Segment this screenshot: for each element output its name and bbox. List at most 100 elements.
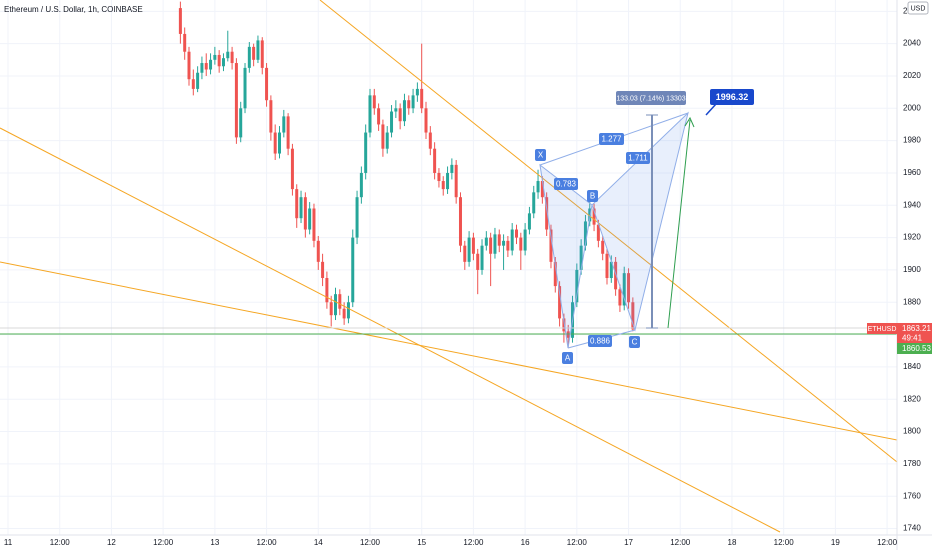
candle-body	[433, 148, 437, 173]
y-tick-label: 1800	[903, 427, 921, 436]
candle-body	[458, 197, 462, 246]
candle-body	[454, 164, 458, 198]
candle-body	[411, 95, 415, 109]
candle-body	[428, 132, 432, 149]
currency-label: USD	[911, 5, 926, 12]
point-label: A	[565, 354, 571, 363]
candle-body	[234, 63, 238, 138]
candle-body	[614, 261, 618, 290]
candle-body	[545, 197, 549, 230]
x-tick-label: 15	[417, 538, 426, 547]
candle-body	[342, 308, 346, 319]
candle-body	[385, 132, 389, 149]
candle-body	[562, 318, 566, 332]
candle-body	[282, 116, 286, 133]
ratio-box	[626, 152, 650, 164]
candle-body	[523, 229, 527, 251]
candle-body	[230, 51, 234, 64]
point-box	[562, 352, 573, 364]
candle-body	[424, 108, 428, 133]
candle-body	[540, 181, 544, 198]
x-tick-label: 12:00	[153, 538, 174, 547]
candle-body	[549, 229, 553, 262]
ratio-label: 0.886	[590, 337, 611, 346]
candle-body	[303, 197, 307, 230]
candle-body	[601, 240, 605, 254]
candle-body	[295, 189, 299, 219]
candle-body	[467, 237, 471, 262]
candle-body	[605, 253, 609, 279]
candle-body	[351, 237, 355, 303]
candle-body	[579, 245, 583, 270]
candle-body	[566, 331, 570, 338]
candle-body	[217, 54, 221, 67]
candle-body	[221, 58, 225, 67]
candle-body	[334, 294, 338, 316]
x-tick-label: 12:00	[774, 538, 795, 547]
candle-body	[609, 261, 613, 279]
y-tick-label: 2040	[903, 39, 921, 48]
point-label: C	[632, 338, 638, 347]
candle-body	[480, 245, 484, 270]
candle-body	[519, 237, 523, 251]
y-tick-label: 1740	[903, 524, 921, 533]
point-label: X	[538, 151, 544, 160]
target-box	[710, 89, 754, 105]
candle-body	[627, 273, 631, 303]
candle-body	[618, 289, 622, 306]
candle-body	[558, 286, 562, 319]
target-arrow-head	[684, 116, 695, 128]
point-label: B	[590, 192, 595, 201]
candle-body	[583, 221, 587, 246]
candle-body	[364, 132, 368, 173]
candle-body	[415, 88, 419, 96]
trend-line	[319, 0, 898, 463]
candle-body	[532, 192, 536, 214]
candle-body	[286, 116, 290, 149]
symbol-box	[867, 323, 897, 334]
candle-body	[402, 100, 406, 122]
target-label: 1996.32	[716, 92, 749, 102]
candle-body	[437, 172, 441, 182]
candle-body	[359, 172, 363, 198]
candle-body	[441, 181, 445, 190]
candle-body	[484, 237, 488, 246]
candle-body	[575, 269, 579, 303]
candle-body	[489, 237, 493, 254]
candle-body	[377, 108, 381, 125]
y-tick-label: 1980	[903, 136, 921, 145]
y-tick-label: 1900	[903, 265, 921, 274]
symbol-label: ETHUSD	[868, 326, 897, 333]
currency-box	[907, 1, 929, 15]
x-tick-label: 12:00	[877, 538, 898, 547]
candle-body	[204, 63, 208, 70]
drawings: X A B C 0.783 1.277 1.711 0.886 133.03 (…	[0, 0, 898, 533]
ratio-label: 0.783	[556, 180, 577, 189]
trend-line	[0, 127, 781, 533]
measure-box	[616, 91, 686, 105]
candle-body	[178, 8, 182, 34]
candle-body	[407, 100, 411, 109]
candle-body	[226, 51, 230, 59]
candle-body	[471, 237, 475, 254]
x-tick-label: 12:00	[567, 538, 588, 547]
ratio-label: 1.711	[628, 154, 648, 163]
y-tick-label: 1760	[903, 491, 921, 500]
countdown-label: 49:41	[902, 334, 923, 343]
candle-body	[588, 208, 592, 222]
x-tick-label: 19	[831, 538, 840, 547]
candle-body	[338, 294, 342, 309]
candle-body	[596, 224, 600, 241]
candle-body	[510, 229, 514, 251]
candle-body	[183, 33, 187, 52]
x-tick-label: 12:00	[257, 538, 278, 547]
x-tick-label: 12:00	[463, 538, 484, 547]
y-tick-label: 1920	[903, 233, 921, 242]
candle-body	[506, 240, 510, 251]
candle-body	[502, 240, 506, 246]
x-tick-label: 13	[210, 538, 219, 547]
candle-body	[446, 172, 450, 190]
candle-body	[497, 234, 501, 246]
